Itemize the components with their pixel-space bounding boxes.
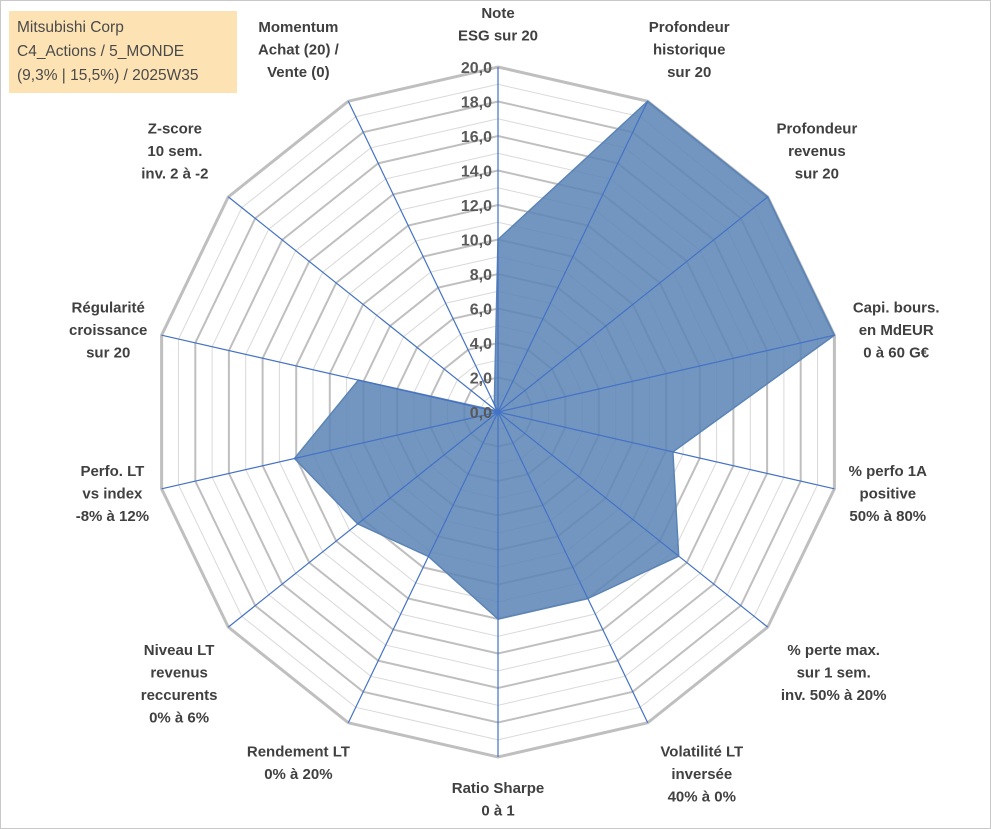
axis-spoke (161, 334, 499, 413)
axis-label-line: revenus (788, 143, 846, 160)
axis-spoke (347, 411, 499, 724)
tick-label: 10,0 (461, 233, 492, 250)
axis-label-line: revenus (150, 664, 208, 681)
axis-label-line: reccurents (141, 687, 218, 704)
axis-label: Capi. bours. en MdEUR 0 à 60 G€ (853, 300, 940, 362)
tick-label: 6,0 (470, 302, 492, 319)
tick-label: 0,0 (470, 405, 492, 422)
axis-label-line: 0 à 60 G€ (863, 345, 930, 362)
axis-label-line: vs index (82, 485, 143, 502)
axis-label: Momentum Achat (20) / Vente (0) (258, 19, 340, 81)
axis-label-line: Volatilité LT (660, 744, 743, 761)
axis-label-line: historique (653, 41, 726, 58)
axis-label-line: 40% à 0% (668, 789, 736, 806)
axis-spoke (227, 196, 499, 413)
axis-label-line: inv. 2 à -2 (141, 166, 208, 183)
axis-spoke (497, 334, 835, 413)
info-period: (9,3% | 15,5%) / 2025W35 (17, 67, 199, 84)
tick-label: 12,0 (461, 198, 492, 215)
axis-label-line: Niveau LT (144, 642, 215, 659)
axis-label-line: Rendement LT (247, 744, 350, 761)
axis-label-line: 0 à 1 (481, 803, 514, 820)
tick-label: 16,0 (461, 129, 492, 146)
axis-label-line: % perte max. (787, 642, 880, 659)
axis-label-line: 50% à 80% (849, 508, 926, 525)
axis-spoke (227, 411, 499, 628)
axis-label: % perfo 1A positive 50% à 80% (849, 463, 928, 525)
axis-spoke (497, 411, 835, 490)
axis-label-line: 0% à 20% (264, 766, 332, 783)
axis-label: Régularité croissance sur 20 (69, 300, 147, 362)
axis-label-line: ESG sur 20 (458, 28, 538, 45)
axis-label-line: inversée (671, 766, 732, 783)
axis-spoke (347, 100, 499, 413)
axis-label-line: Note (481, 5, 514, 22)
info-company: Mitsubishi Corp (17, 19, 124, 36)
axis-label-line: Vente (0) (267, 64, 330, 81)
axis-spoke (497, 196, 769, 413)
axis-label-line: 0% à 6% (149, 709, 209, 726)
axis-label-line: sur 20 (795, 166, 839, 183)
axis-label-line: Achat (20) / (258, 41, 340, 58)
radar-tick-labels: 0,0 2,0 4,0 6,0 8,0 10,0 12,0 14,0 16,0 18,0 20,0 (461, 60, 492, 422)
axis-label-line: en MdEUR (859, 322, 934, 339)
axis-label-line: -8% à 12% (76, 508, 149, 525)
axis-label-line: sur 1 sem. (797, 664, 871, 681)
info-category: C4_Actions / 5_MONDE (17, 43, 185, 60)
tick-label: 14,0 (461, 164, 492, 181)
axis-label-line: Ratio Sharpe (452, 780, 545, 797)
radar-spokes (161, 67, 835, 757)
radar-axis-labels: Note ESG sur 20 Profondeur historique sur 20… (69, 5, 940, 820)
axis-label: Profondeur revenus sur 20 (776, 121, 857, 183)
axis-label: Profondeur historique sur 20 (649, 19, 730, 81)
axis-label-line: sur 20 (667, 64, 711, 81)
axis-label-line: 10 sem. (147, 143, 202, 160)
axis-label-line: Capi. bours. (853, 300, 940, 317)
tick-label: 8,0 (470, 267, 492, 284)
axis-label: Ratio Sharpe 0 à 1 (452, 780, 545, 820)
info-box: Mitsubishi Corp C4_Actions / 5_MONDE (9,… (9, 11, 237, 93)
axis-label: % perte max. sur 1 sem. inv. 50% à 20% (781, 642, 887, 704)
axis-label-line: croissance (69, 322, 147, 339)
tick-label: 4,0 (470, 336, 492, 353)
axis-label-line: Profondeur (649, 19, 730, 36)
axis-label-line: Z-score (148, 121, 202, 138)
axis-label: Rendement LT 0% à 20% (247, 744, 350, 784)
tick-label: 18,0 (461, 95, 492, 112)
axis-spoke (497, 100, 649, 413)
axis-label: Niveau LT revenus reccurents 0% à 6% (141, 642, 218, 727)
tick-label: 2,0 (470, 371, 492, 388)
axis-label: Volatilité LT inversée 40% à 0% (660, 744, 743, 806)
axis-label: Z-score 10 sem. inv. 2 à -2 (141, 121, 208, 183)
axis-label-line: Régularité (72, 300, 145, 317)
axis-label: Note ESG sur 20 (458, 5, 538, 45)
axis-label-line: sur 20 (86, 345, 130, 362)
axis-spoke (497, 411, 769, 628)
axis-label-line: Profondeur (776, 121, 857, 138)
axis-spoke (497, 411, 649, 724)
axis-label-line: % perfo 1A (849, 463, 928, 480)
axis-label-line: Perfo. LT (80, 463, 144, 480)
axis-spoke (161, 411, 499, 490)
axis-label-line: inv. 50% à 20% (781, 687, 887, 704)
axis-label: Perfo. LT vs index -8% à 12% (76, 463, 149, 525)
tick-label: 20,0 (461, 60, 492, 77)
axis-label-line: positive (859, 485, 916, 502)
axis-label-line: Momentum (258, 19, 338, 36)
